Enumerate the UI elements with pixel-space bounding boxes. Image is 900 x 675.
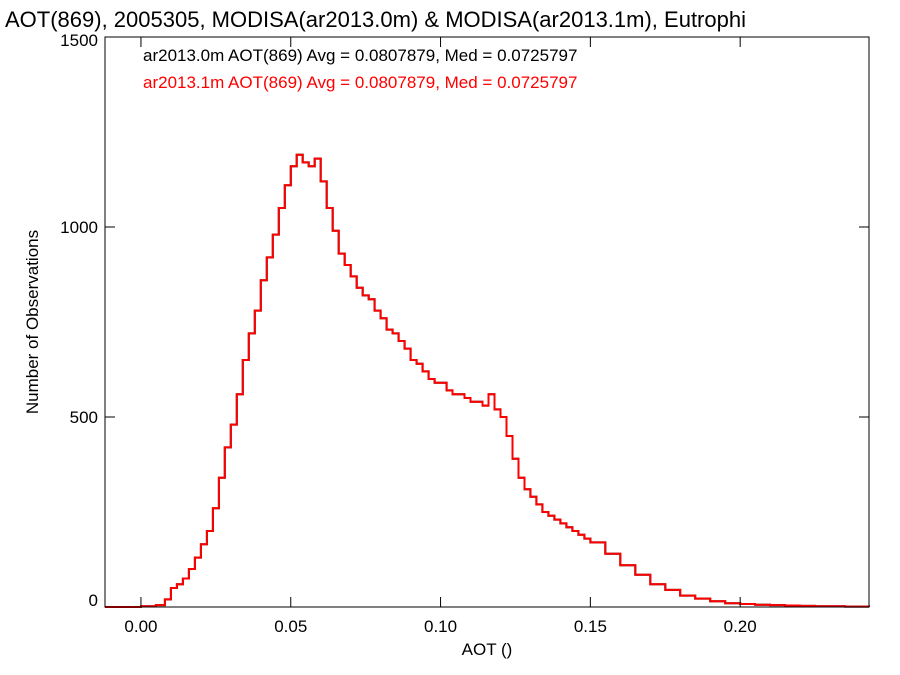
x-tick-label: 0.00	[124, 617, 157, 636]
legend-entry-1: ar2013.1m AOT(869) Avg = 0.0807879, Med …	[143, 73, 577, 92]
x-tick-label: 0.15	[574, 617, 607, 636]
chart-title: AOT(869), 2005305, MODISA(ar2013.0m) & M…	[5, 7, 746, 32]
x-tick-label: 0.05	[274, 617, 307, 636]
x-tick-label: 0.20	[724, 617, 757, 636]
y-tick-label: 0	[89, 591, 98, 610]
x-axis-label: AOT ()	[462, 640, 513, 659]
series-line-1	[105, 153, 870, 608]
legend-entry-0: ar2013.0m AOT(869) Avg = 0.0807879, Med …	[143, 46, 577, 65]
y-tick-label: 1500	[60, 31, 98, 50]
plot-frame	[104, 36, 870, 608]
y-axis-label: Number of Observations	[23, 230, 42, 414]
x-tick-label: 0.10	[424, 617, 457, 636]
y-tick-label: 500	[70, 408, 98, 427]
y-tick-label: 1000	[60, 218, 98, 237]
series-line-0	[105, 153, 870, 608]
